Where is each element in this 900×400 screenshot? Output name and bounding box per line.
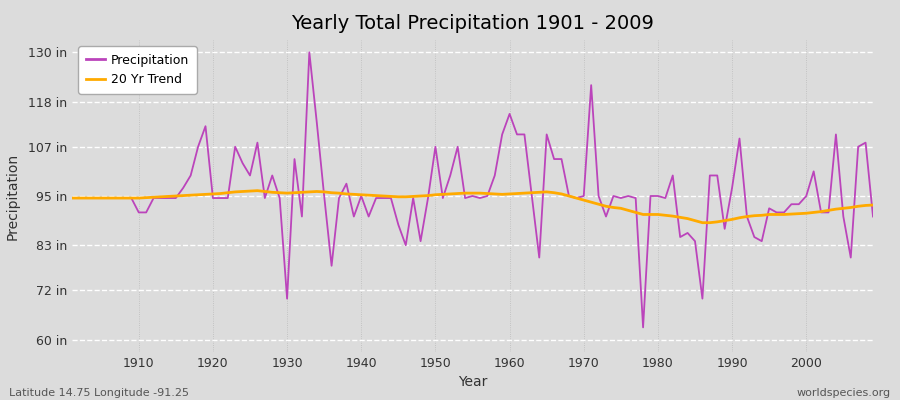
- Y-axis label: Precipitation: Precipitation: [5, 152, 20, 240]
- Legend: Precipitation, 20 Yr Trend: Precipitation, 20 Yr Trend: [78, 46, 196, 94]
- X-axis label: Year: Year: [458, 376, 487, 390]
- Title: Yearly Total Precipitation 1901 - 2009: Yearly Total Precipitation 1901 - 2009: [291, 14, 654, 33]
- Text: Latitude 14.75 Longitude -91.25: Latitude 14.75 Longitude -91.25: [9, 388, 189, 398]
- Text: worldspecies.org: worldspecies.org: [796, 388, 891, 398]
